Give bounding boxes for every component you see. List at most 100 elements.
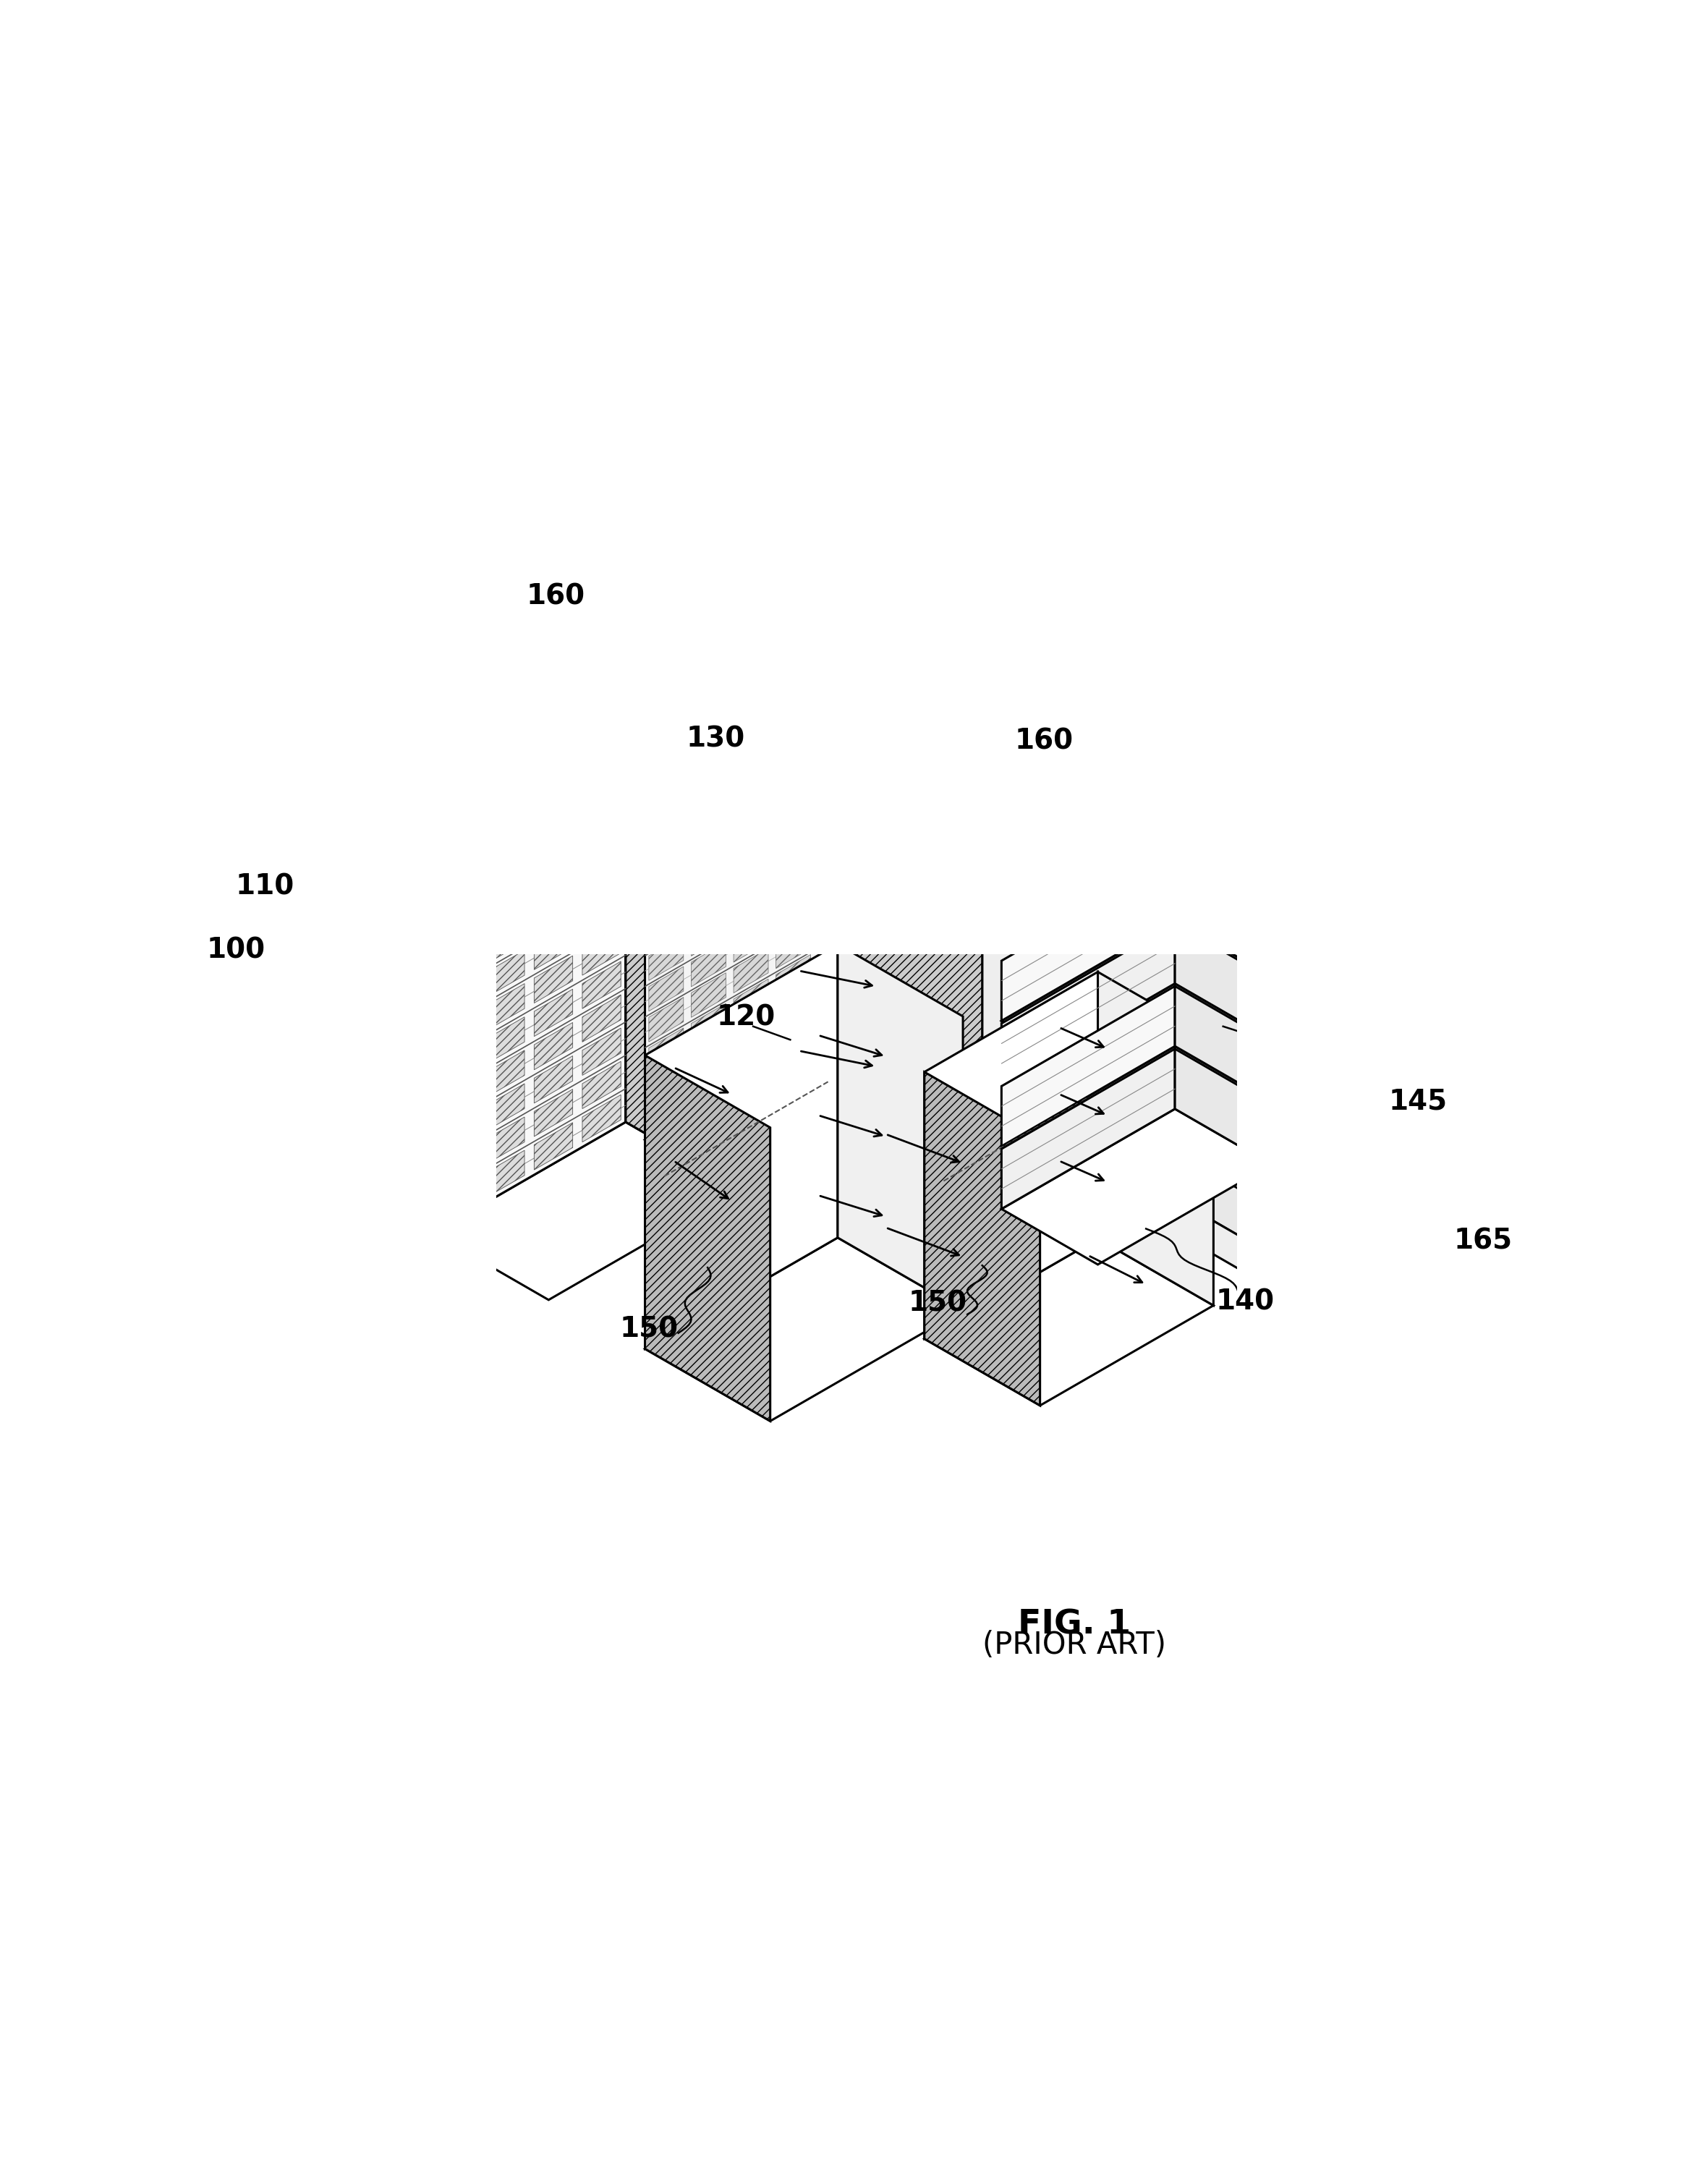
Polygon shape	[535, 1090, 572, 1135]
Polygon shape	[752, 1064, 1021, 1218]
Polygon shape	[649, 996, 683, 1042]
Polygon shape	[649, 814, 683, 858]
Polygon shape	[818, 929, 852, 975]
Polygon shape	[649, 845, 683, 888]
Polygon shape	[649, 966, 683, 1012]
Polygon shape	[1001, 983, 1271, 1140]
Polygon shape	[775, 771, 811, 814]
Polygon shape	[487, 1118, 524, 1164]
Polygon shape	[712, 901, 1445, 1337]
Polygon shape	[649, 1027, 683, 1072]
Polygon shape	[437, 944, 477, 992]
Polygon shape	[437, 1179, 477, 1224]
Polygon shape	[437, 1144, 477, 1192]
Polygon shape	[649, 905, 683, 949]
Polygon shape	[734, 764, 769, 810]
Polygon shape	[818, 962, 852, 1005]
Polygon shape	[775, 862, 811, 907]
Polygon shape	[535, 955, 572, 1003]
Polygon shape	[1175, 1049, 1271, 1164]
Polygon shape	[487, 983, 524, 1031]
Text: 160: 160	[526, 582, 586, 610]
Polygon shape	[1001, 1109, 1271, 1264]
Polygon shape	[692, 788, 726, 834]
Polygon shape	[924, 973, 1098, 1340]
Text: 165: 165	[1454, 1227, 1513, 1255]
Polygon shape	[1175, 923, 1271, 1040]
Polygon shape	[734, 979, 769, 1023]
Polygon shape	[1175, 986, 1271, 1101]
Polygon shape	[535, 923, 572, 970]
Polygon shape	[649, 1090, 683, 1133]
Text: (PRIOR ART): (PRIOR ART)	[982, 1630, 1167, 1661]
Text: FIG. 1: FIG. 1	[1018, 1609, 1131, 1641]
Polygon shape	[818, 899, 852, 944]
Polygon shape	[646, 1237, 963, 1422]
Polygon shape	[775, 740, 811, 784]
Text: 145: 145	[1389, 1088, 1447, 1116]
Polygon shape	[775, 955, 811, 999]
Polygon shape	[625, 855, 741, 1190]
Text: 100: 100	[207, 936, 265, 964]
Text: 120: 120	[716, 1003, 775, 1031]
Polygon shape	[734, 795, 769, 840]
Polygon shape	[775, 801, 811, 847]
Polygon shape	[818, 868, 852, 914]
Text: 150: 150	[620, 1316, 678, 1344]
Polygon shape	[437, 1044, 477, 1092]
Polygon shape	[1001, 1046, 1271, 1203]
Polygon shape	[692, 912, 726, 955]
Polygon shape	[487, 1083, 524, 1131]
Polygon shape	[535, 1122, 572, 1170]
Polygon shape	[924, 1072, 1040, 1405]
Polygon shape	[683, 931, 1416, 1355]
Polygon shape	[1175, 860, 1271, 977]
Polygon shape	[818, 808, 852, 851]
Polygon shape	[241, 517, 1541, 1266]
Polygon shape	[646, 710, 857, 1140]
Polygon shape	[818, 747, 852, 790]
Polygon shape	[857, 710, 982, 1090]
Polygon shape	[582, 894, 622, 942]
Polygon shape	[582, 1029, 622, 1075]
Polygon shape	[692, 1064, 726, 1109]
Polygon shape	[487, 1151, 524, 1198]
Polygon shape	[646, 1055, 770, 1422]
Polygon shape	[692, 1003, 726, 1049]
Text: 130: 130	[687, 725, 745, 753]
Polygon shape	[712, 532, 1416, 1337]
Polygon shape	[582, 1062, 622, 1109]
Polygon shape	[1001, 860, 1175, 1020]
Polygon shape	[1001, 923, 1175, 1083]
Polygon shape	[924, 849, 1021, 1118]
Polygon shape	[437, 1079, 477, 1125]
Polygon shape	[437, 977, 477, 1025]
Polygon shape	[775, 1016, 811, 1059]
Text: 110: 110	[236, 873, 294, 901]
Polygon shape	[241, 475, 866, 877]
Polygon shape	[487, 916, 524, 964]
Polygon shape	[734, 888, 769, 931]
Polygon shape	[818, 992, 852, 1036]
Polygon shape	[582, 962, 622, 1010]
Polygon shape	[437, 1012, 477, 1059]
Polygon shape	[432, 1122, 741, 1300]
Text: 160: 160	[1015, 727, 1073, 756]
Polygon shape	[1001, 921, 1271, 1077]
Polygon shape	[734, 949, 769, 992]
Polygon shape	[818, 714, 852, 760]
Polygon shape	[535, 890, 572, 936]
Polygon shape	[535, 1023, 572, 1070]
Polygon shape	[649, 875, 683, 918]
Polygon shape	[646, 944, 837, 1348]
Polygon shape	[775, 925, 811, 968]
Polygon shape	[752, 849, 924, 1164]
Polygon shape	[866, 475, 1541, 905]
Polygon shape	[582, 862, 622, 907]
Polygon shape	[582, 994, 622, 1042]
Polygon shape	[857, 710, 982, 1090]
Polygon shape	[582, 1094, 622, 1142]
Polygon shape	[582, 927, 622, 975]
Polygon shape	[775, 986, 811, 1029]
Polygon shape	[734, 918, 769, 962]
